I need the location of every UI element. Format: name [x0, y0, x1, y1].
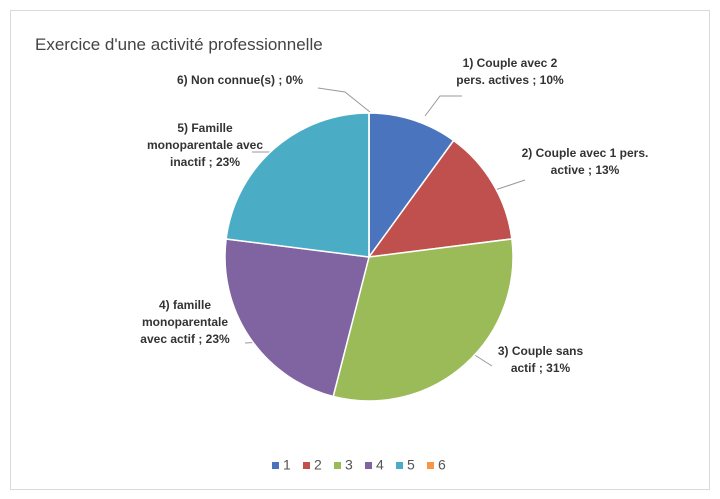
- legend-label: 5: [407, 457, 415, 473]
- legend-label: 1: [283, 457, 291, 473]
- data-label: 3) Couple sans actif ; 31%: [497, 344, 584, 375]
- legend-label: 3: [345, 457, 353, 473]
- legend-swatch: [365, 462, 372, 469]
- chart-title: Exercice d'une activité professionnelle: [35, 35, 323, 54]
- legend-swatch: [427, 462, 434, 469]
- legend-swatch: [303, 462, 310, 469]
- data-label: 4) famille monoparentale avec actif ; 23…: [140, 298, 230, 346]
- legend-swatch: [272, 462, 279, 469]
- data-label: 1) Couple avec 2 pers. actives ; 10%: [456, 56, 564, 87]
- pie-slice: [332, 238, 514, 402]
- legend-swatch: [334, 462, 341, 469]
- pie-slice: [368, 112, 455, 260]
- legend-label: 4: [376, 457, 384, 473]
- data-label: 5) Famille monoparentale avec inactif ; …: [146, 121, 264, 169]
- legend-label: 6: [438, 457, 446, 473]
- leader-line: [317, 87, 371, 113]
- legend-label: 2: [314, 457, 322, 473]
- legend-swatch: [396, 462, 403, 469]
- pie-slice: [225, 112, 370, 258]
- leader-line: [424, 95, 462, 117]
- data-label: 2) Couple avec 1 pers. active ; 13%: [521, 146, 649, 177]
- data-label: 6) Non connue(s) ; 0%: [176, 73, 303, 87]
- pie-slice: [367, 139, 513, 258]
- pie-slice: [224, 238, 370, 398]
- leader-line: [494, 179, 526, 191]
